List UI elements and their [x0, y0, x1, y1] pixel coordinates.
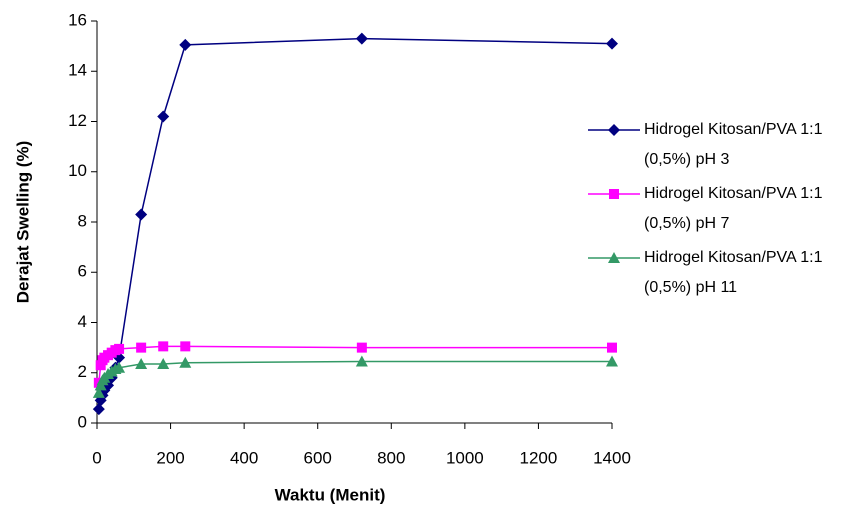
marker [158, 341, 169, 352]
series-line [98, 37, 613, 410]
x-tick-label: 1200 [520, 448, 558, 467]
series-line [98, 345, 612, 383]
x-tick-label: 1400 [593, 448, 631, 467]
marker [606, 37, 618, 50]
y-axis-title: Derajat Swelling (%) [13, 141, 32, 303]
marker [355, 32, 368, 45]
y-tick-label: 16 [68, 10, 87, 29]
marker [180, 341, 191, 352]
legend-marker [608, 252, 620, 263]
marker [113, 361, 126, 373]
marker [157, 110, 170, 123]
y-tick-label: 0 [78, 412, 87, 431]
x-tick-label: 400 [230, 448, 258, 467]
y-tick-label: 2 [78, 362, 87, 381]
marker [92, 403, 105, 416]
marker [136, 342, 147, 353]
legend-label: Hidrogel Kitosan/PVA 1:1 (0,5%) pH 7 [644, 185, 823, 232]
x-axis-title: Waktu (Menit) [275, 485, 386, 504]
series-line [98, 360, 612, 394]
marker [157, 357, 170, 369]
legend-marker [608, 124, 620, 136]
y-tick-label: 8 [78, 211, 87, 230]
marker [356, 342, 367, 353]
marker [92, 386, 105, 398]
legend-label: Hidrogel Kitosan/PVA 1:1 (0,5%) pH 11 [644, 249, 823, 296]
x-tick-label: 800 [377, 448, 405, 467]
y-tick-label: 4 [78, 312, 87, 331]
marker [355, 355, 368, 367]
x-tick-label: 200 [156, 448, 184, 467]
x-tick-label: 0 [92, 448, 101, 467]
x-tick-label: 600 [304, 448, 332, 467]
legend-marker [609, 189, 619, 199]
y-tick-label: 6 [78, 262, 87, 281]
marker [179, 356, 192, 368]
y-tick-label: 10 [68, 161, 87, 180]
marker [114, 343, 125, 354]
marker [135, 357, 148, 369]
marker [179, 38, 192, 51]
marker [95, 360, 106, 371]
marker [135, 208, 148, 221]
legend-label: Hidrogel Kitosan/PVA 1:1 (0,5%) pH 3 [644, 121, 823, 168]
y-tick-label: 12 [68, 111, 87, 130]
y-tick-label: 14 [68, 61, 87, 80]
marker [606, 355, 618, 367]
x-tick-label: 1000 [446, 448, 484, 467]
marker [607, 342, 617, 353]
